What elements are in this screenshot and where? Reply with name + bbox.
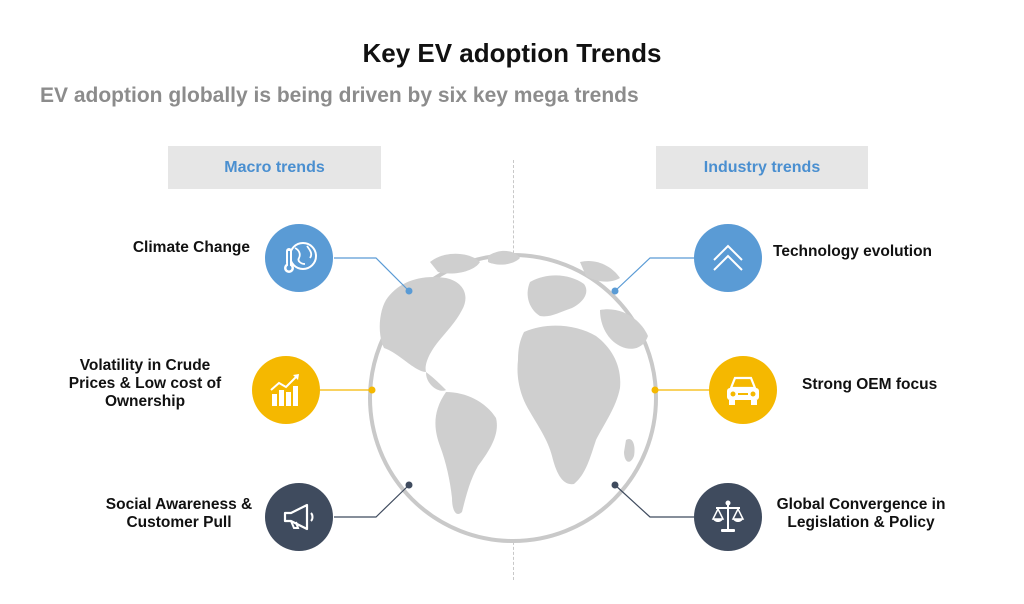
macro-trend-label: Volatility in Crude Prices & Low cost of… [68,357,222,410]
car-icon [727,376,759,405]
legislation-icon [694,483,762,551]
crude-prices-icon [252,356,320,424]
connector-social-awareness [334,481,413,518]
globe-thermometer-icon [284,242,317,273]
climate-change-icon [265,224,333,292]
rising-chart-icon [270,374,299,406]
connector-technology [611,257,694,295]
connector-legislation [611,481,694,518]
macro-trend-label: Climate Change [132,239,250,256]
megaphone-icon [283,503,314,531]
social-awareness-icon [265,483,333,551]
macro-trends-header: Macro trends [168,146,381,189]
connector-crude-prices [320,386,376,394]
industry-trends-header: Industry trends [656,146,868,189]
globe-illustration [368,250,658,543]
connector-climate-change [334,257,413,295]
industry-trend-label: Technology evolution [773,243,933,260]
connector-oem [651,386,710,394]
strong-oem-icon [709,356,777,424]
industry-trend-label: Global Convergence in Legislation & Poli… [776,496,946,531]
technology-evolution-icon [694,224,762,292]
industry-trend-label: Strong OEM focus [802,376,938,393]
chevron-up-icon [713,244,743,271]
page-subtitle: EV adoption globally is being driven by … [40,84,639,107]
page-title: Key EV adoption Trends [362,38,662,68]
scales-icon [711,500,745,532]
macro-trend-label: Social Awareness & Customer Pull [105,496,253,531]
